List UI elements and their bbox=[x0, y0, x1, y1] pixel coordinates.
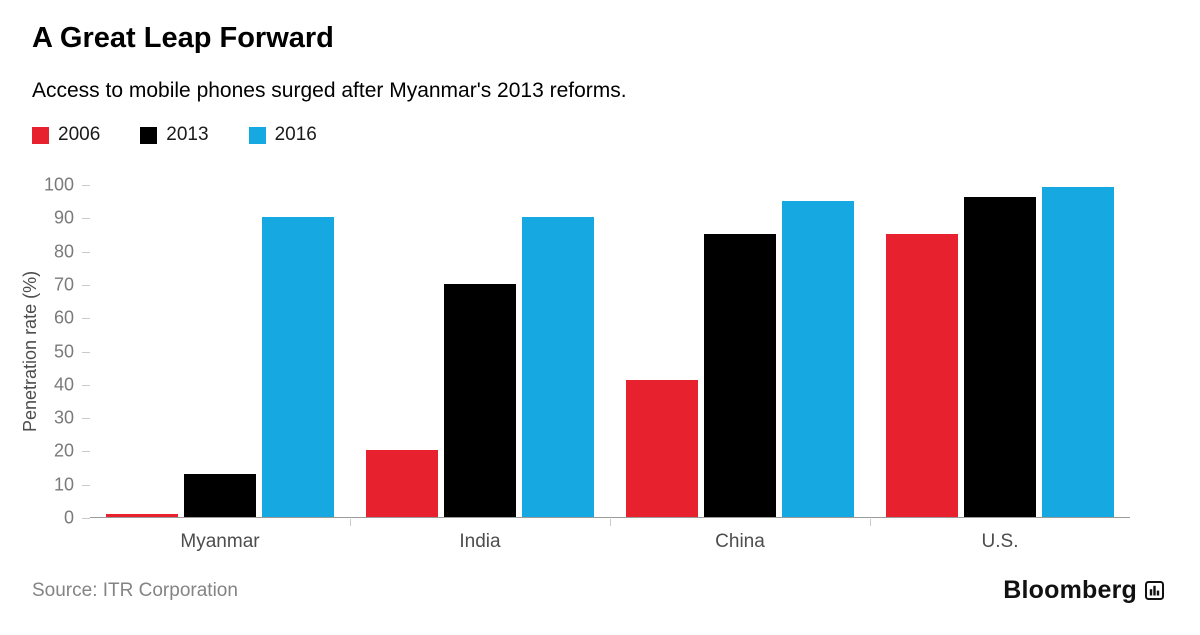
x-category-label: China bbox=[715, 531, 765, 552]
y-tick-mark bbox=[82, 484, 90, 486]
y-tick-label: 10 bbox=[53, 474, 74, 495]
y-tick-label: 0 bbox=[63, 507, 74, 528]
legend-label: 2013 bbox=[166, 124, 209, 145]
bar-2006-india bbox=[366, 450, 438, 517]
x-tick-mark bbox=[610, 519, 611, 526]
bar-group-china bbox=[610, 185, 870, 517]
bar-2006-us bbox=[886, 233, 958, 517]
y-tick-mark bbox=[82, 318, 90, 320]
y-tick-label: 60 bbox=[53, 307, 74, 328]
chart-title: A Great Leap Forward bbox=[32, 22, 334, 54]
chart-subtitle: Access to mobile phones surged after Mya… bbox=[32, 79, 627, 102]
y-axis: 0 10 20 30 40 50 60 70 80 90 100 bbox=[0, 175, 90, 528]
y-tick-mark bbox=[82, 284, 90, 286]
bar-2013-china bbox=[704, 233, 776, 517]
legend-label: 2016 bbox=[274, 124, 317, 145]
y-tick-mark bbox=[82, 518, 90, 519]
y-tick-mark bbox=[82, 451, 90, 453]
legend-label: 2006 bbox=[58, 124, 101, 145]
legend-item-2013: 2013 bbox=[140, 124, 209, 146]
y-tick-mark bbox=[82, 251, 90, 253]
y-tick-label: 100 bbox=[43, 174, 74, 195]
bloomberg-wordmark: Bloomberg bbox=[1003, 576, 1137, 604]
source-note: Source: ITR Corporation bbox=[32, 580, 238, 601]
x-tick-mark bbox=[350, 519, 351, 526]
plot-area bbox=[90, 185, 1130, 518]
y-tick-mark bbox=[82, 351, 90, 353]
y-tick-label: 40 bbox=[53, 374, 74, 395]
bar-2016-us bbox=[1042, 187, 1114, 517]
bar-2013-us bbox=[964, 197, 1036, 517]
bar-2006-china bbox=[626, 380, 698, 517]
legend-swatch-icon bbox=[32, 126, 49, 144]
y-tick-label: 70 bbox=[53, 274, 74, 295]
bar-2006-myanmar bbox=[106, 513, 178, 517]
y-tick-label: 80 bbox=[53, 241, 74, 262]
bloomberg-terminal-icon bbox=[1145, 581, 1164, 600]
y-tick-mark bbox=[82, 418, 90, 420]
x-category-label: Myanmar bbox=[180, 531, 260, 552]
bloomberg-logo: Bloomberg bbox=[1003, 576, 1164, 605]
legend-item-2006: 2006 bbox=[32, 124, 100, 146]
bar-2016-india bbox=[522, 217, 594, 517]
bar-group-india bbox=[350, 185, 610, 517]
bar-2013-myanmar bbox=[184, 473, 256, 517]
bar-2016-china bbox=[782, 200, 854, 517]
x-tick-mark bbox=[870, 519, 871, 526]
legend-item-2016: 2016 bbox=[248, 124, 317, 146]
legend: 2006 2013 2016 bbox=[32, 124, 317, 146]
x-category-label: India bbox=[459, 531, 501, 552]
y-tick-label: 30 bbox=[53, 407, 74, 428]
bar-group-us bbox=[870, 185, 1130, 517]
y-tick-mark bbox=[82, 185, 90, 186]
y-tick-label: 20 bbox=[53, 440, 74, 461]
bar-group-myanmar bbox=[90, 185, 350, 517]
legend-swatch-icon bbox=[140, 126, 158, 144]
y-tick-label: 90 bbox=[53, 207, 74, 228]
bar-2016-myanmar bbox=[262, 217, 334, 517]
bar-2013-india bbox=[444, 283, 516, 517]
x-category-label: U.S. bbox=[981, 531, 1019, 552]
legend-swatch-icon bbox=[248, 126, 266, 144]
y-tick-mark bbox=[82, 218, 90, 220]
x-axis: Myanmar India China U.S. bbox=[90, 519, 1130, 565]
y-tick-mark bbox=[82, 384, 90, 386]
y-tick-label: 50 bbox=[53, 341, 74, 361]
